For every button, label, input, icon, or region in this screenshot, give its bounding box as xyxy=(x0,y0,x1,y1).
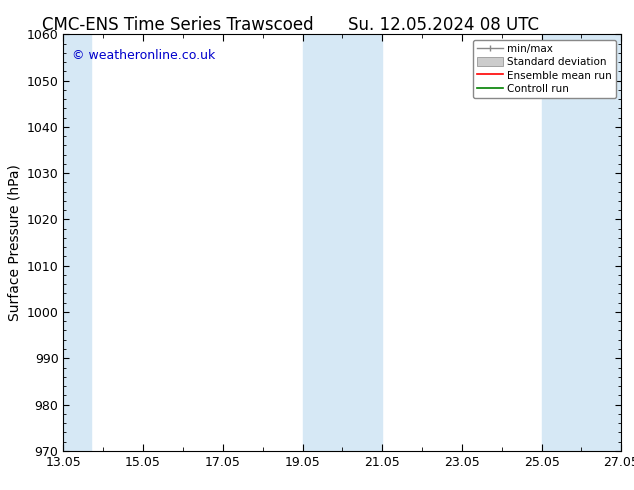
Text: Su. 12.05.2024 08 UTC: Su. 12.05.2024 08 UTC xyxy=(348,16,540,34)
Text: CMC-ENS Time Series Trawscoed: CMC-ENS Time Series Trawscoed xyxy=(42,16,313,34)
Legend: min/max, Standard deviation, Ensemble mean run, Controll run: min/max, Standard deviation, Ensemble me… xyxy=(473,40,616,98)
Bar xyxy=(581,34,621,451)
Bar xyxy=(541,34,581,451)
Bar xyxy=(342,34,382,451)
Bar xyxy=(63,34,91,451)
Bar xyxy=(302,34,342,451)
Text: © weatheronline.co.uk: © weatheronline.co.uk xyxy=(72,49,215,62)
Y-axis label: Surface Pressure (hPa): Surface Pressure (hPa) xyxy=(7,164,21,321)
